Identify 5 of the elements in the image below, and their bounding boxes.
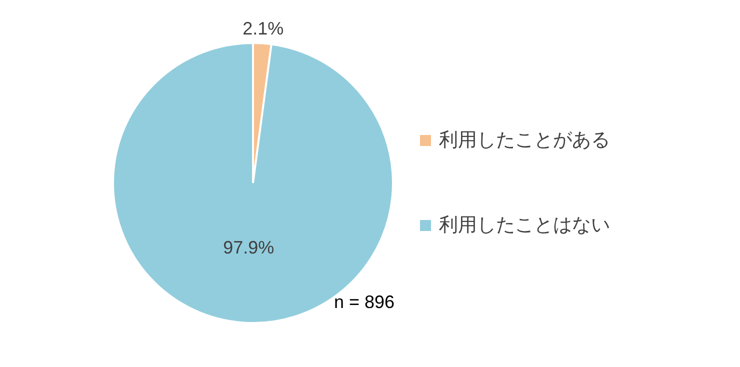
- legend-label: 利用したことはない: [439, 213, 610, 238]
- legend-label: 利用したことがある: [439, 128, 610, 153]
- data-label: 2.1%: [242, 18, 284, 38]
- data-label: 97.9%: [223, 238, 274, 258]
- text: n = 896: [334, 292, 395, 313]
